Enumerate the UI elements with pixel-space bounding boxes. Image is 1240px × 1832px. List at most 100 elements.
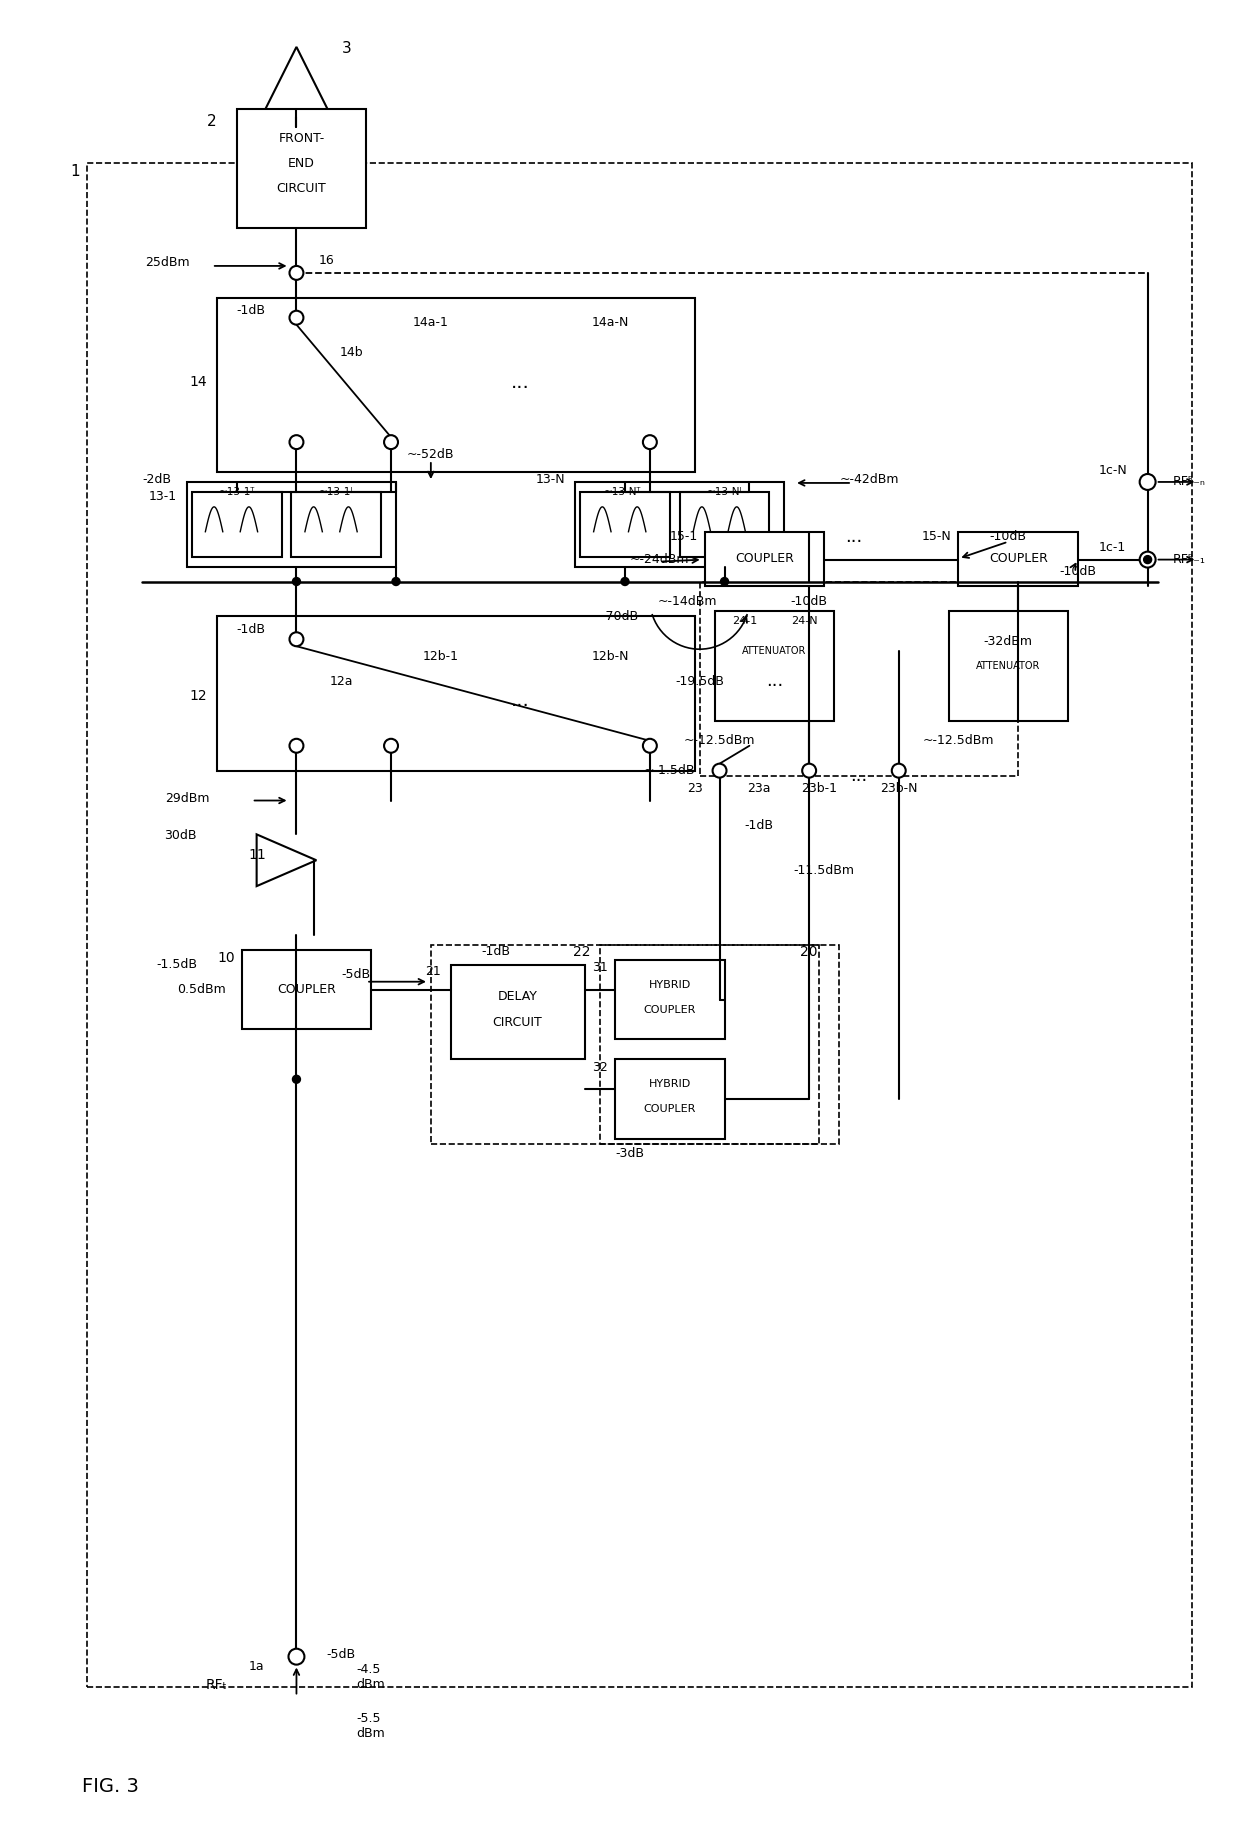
Text: -70dB: -70dB [601, 610, 639, 623]
Bar [600, 945, 839, 1143]
Bar [430, 945, 820, 1143]
Text: -1dB: -1dB [745, 819, 774, 832]
Bar [237, 108, 366, 229]
Text: ~-12.5dBm: ~-12.5dBm [683, 735, 755, 747]
Text: ~-12.5dBm: ~-12.5dBm [923, 735, 994, 747]
Circle shape [289, 738, 304, 753]
Bar [217, 616, 694, 771]
Text: ~13-Nᵀ: ~13-Nᵀ [604, 487, 641, 496]
Text: -1dB: -1dB [237, 304, 265, 317]
Text: -11.5dBm: -11.5dBm [794, 863, 854, 878]
Bar [949, 612, 1068, 720]
Text: -10dB: -10dB [990, 529, 1027, 544]
Circle shape [289, 266, 304, 280]
Text: COUPLER: COUPLER [988, 551, 1048, 564]
Text: FRONT-: FRONT- [278, 132, 325, 145]
Text: 12: 12 [190, 689, 207, 703]
Text: HYBRID: HYBRID [649, 980, 691, 989]
Text: ~-24dBm: ~-24dBm [630, 553, 689, 566]
Bar [699, 581, 1018, 775]
Text: -2dB: -2dB [143, 473, 171, 487]
Bar [217, 299, 694, 473]
Text: -1.5dB: -1.5dB [156, 958, 197, 971]
Text: 12a: 12a [330, 674, 353, 687]
Text: 15-N: 15-N [921, 529, 951, 544]
Text: 1c-1: 1c-1 [1099, 540, 1126, 553]
Text: ATTENUATOR: ATTENUATOR [742, 647, 806, 656]
Bar [87, 163, 1193, 1687]
Text: 22: 22 [573, 945, 590, 958]
Bar [704, 531, 825, 586]
Text: ~-42dBm: ~-42dBm [839, 473, 899, 487]
Text: 23b-N: 23b-N [880, 782, 918, 795]
Bar [615, 960, 724, 1039]
Text: 11: 11 [249, 848, 267, 863]
Circle shape [289, 436, 304, 449]
Text: -4.5
dBm: -4.5 dBm [356, 1663, 384, 1691]
Text: ...: ... [511, 691, 529, 711]
Circle shape [892, 764, 905, 777]
Text: CIRCUIT: CIRCUIT [492, 1017, 542, 1030]
Text: -19.5dB: -19.5dB [676, 674, 724, 687]
Bar [580, 493, 670, 557]
Text: 25dBm: 25dBm [145, 256, 190, 269]
Text: 13-1: 13-1 [149, 491, 177, 504]
Text: 12b-N: 12b-N [591, 650, 629, 663]
Bar [451, 965, 585, 1059]
Text: -5.5
dBm: -5.5 dBm [356, 1713, 384, 1740]
Text: 1: 1 [71, 163, 81, 180]
Circle shape [713, 764, 727, 777]
Text: COUPLER: COUPLER [644, 1004, 696, 1015]
Text: 13-N: 13-N [536, 473, 565, 487]
Text: 31: 31 [593, 962, 608, 975]
Circle shape [384, 436, 398, 449]
Text: RFᴿ₋ₙ: RFᴿ₋ₙ [1173, 476, 1205, 489]
Text: 2: 2 [207, 114, 217, 128]
Text: 29dBm: 29dBm [165, 791, 210, 804]
Text: CIRCUIT: CIRCUIT [277, 181, 326, 194]
Text: -3dB: -3dB [615, 1147, 645, 1160]
Bar [680, 493, 769, 557]
Text: -1dB: -1dB [237, 623, 265, 636]
Circle shape [289, 1649, 305, 1665]
Text: HYBRID: HYBRID [649, 1079, 691, 1090]
Bar [242, 949, 371, 1030]
Text: 20: 20 [800, 945, 818, 958]
Text: RFᴿ₋₁: RFᴿ₋₁ [1173, 553, 1205, 566]
Circle shape [1143, 555, 1152, 564]
Bar [575, 482, 784, 566]
Text: ~13-1ᴵ: ~13-1ᴵ [319, 487, 353, 496]
Bar [714, 612, 835, 720]
Text: 3: 3 [341, 42, 351, 57]
Text: 30dB: 30dB [164, 828, 196, 843]
Circle shape [802, 764, 816, 777]
Text: ...: ... [511, 374, 529, 392]
Text: ...: ... [846, 528, 863, 546]
Circle shape [720, 577, 729, 586]
Text: ~-52dB: ~-52dB [407, 447, 455, 460]
Circle shape [293, 577, 300, 586]
Text: 24-N: 24-N [791, 616, 817, 627]
Text: 16: 16 [319, 255, 335, 267]
Text: ~13-Nᴵ: ~13-Nᴵ [707, 487, 743, 496]
Text: 23a: 23a [748, 782, 771, 795]
Text: FIG. 3: FIG. 3 [82, 1777, 139, 1795]
Text: ATTENUATOR: ATTENUATOR [976, 661, 1040, 671]
Circle shape [1140, 551, 1156, 568]
Circle shape [289, 632, 304, 647]
Text: -5dB: -5dB [326, 1649, 356, 1662]
Text: ~13-1ᵀ: ~13-1ᵀ [218, 487, 255, 496]
Circle shape [621, 577, 629, 586]
Text: DELAY: DELAY [497, 989, 537, 1004]
Text: 32: 32 [593, 1061, 608, 1074]
Circle shape [289, 311, 304, 324]
Circle shape [293, 1075, 300, 1083]
Text: COUPLER: COUPLER [735, 551, 794, 564]
Text: 15-1: 15-1 [670, 529, 698, 544]
Text: ~-14dBm: ~-14dBm [658, 595, 718, 608]
Text: 21: 21 [425, 965, 440, 978]
Text: 14a-1: 14a-1 [413, 317, 449, 330]
Text: 1c-N: 1c-N [1099, 463, 1127, 476]
Text: COUPLER: COUPLER [277, 984, 336, 997]
Text: -10dB: -10dB [1059, 564, 1096, 579]
